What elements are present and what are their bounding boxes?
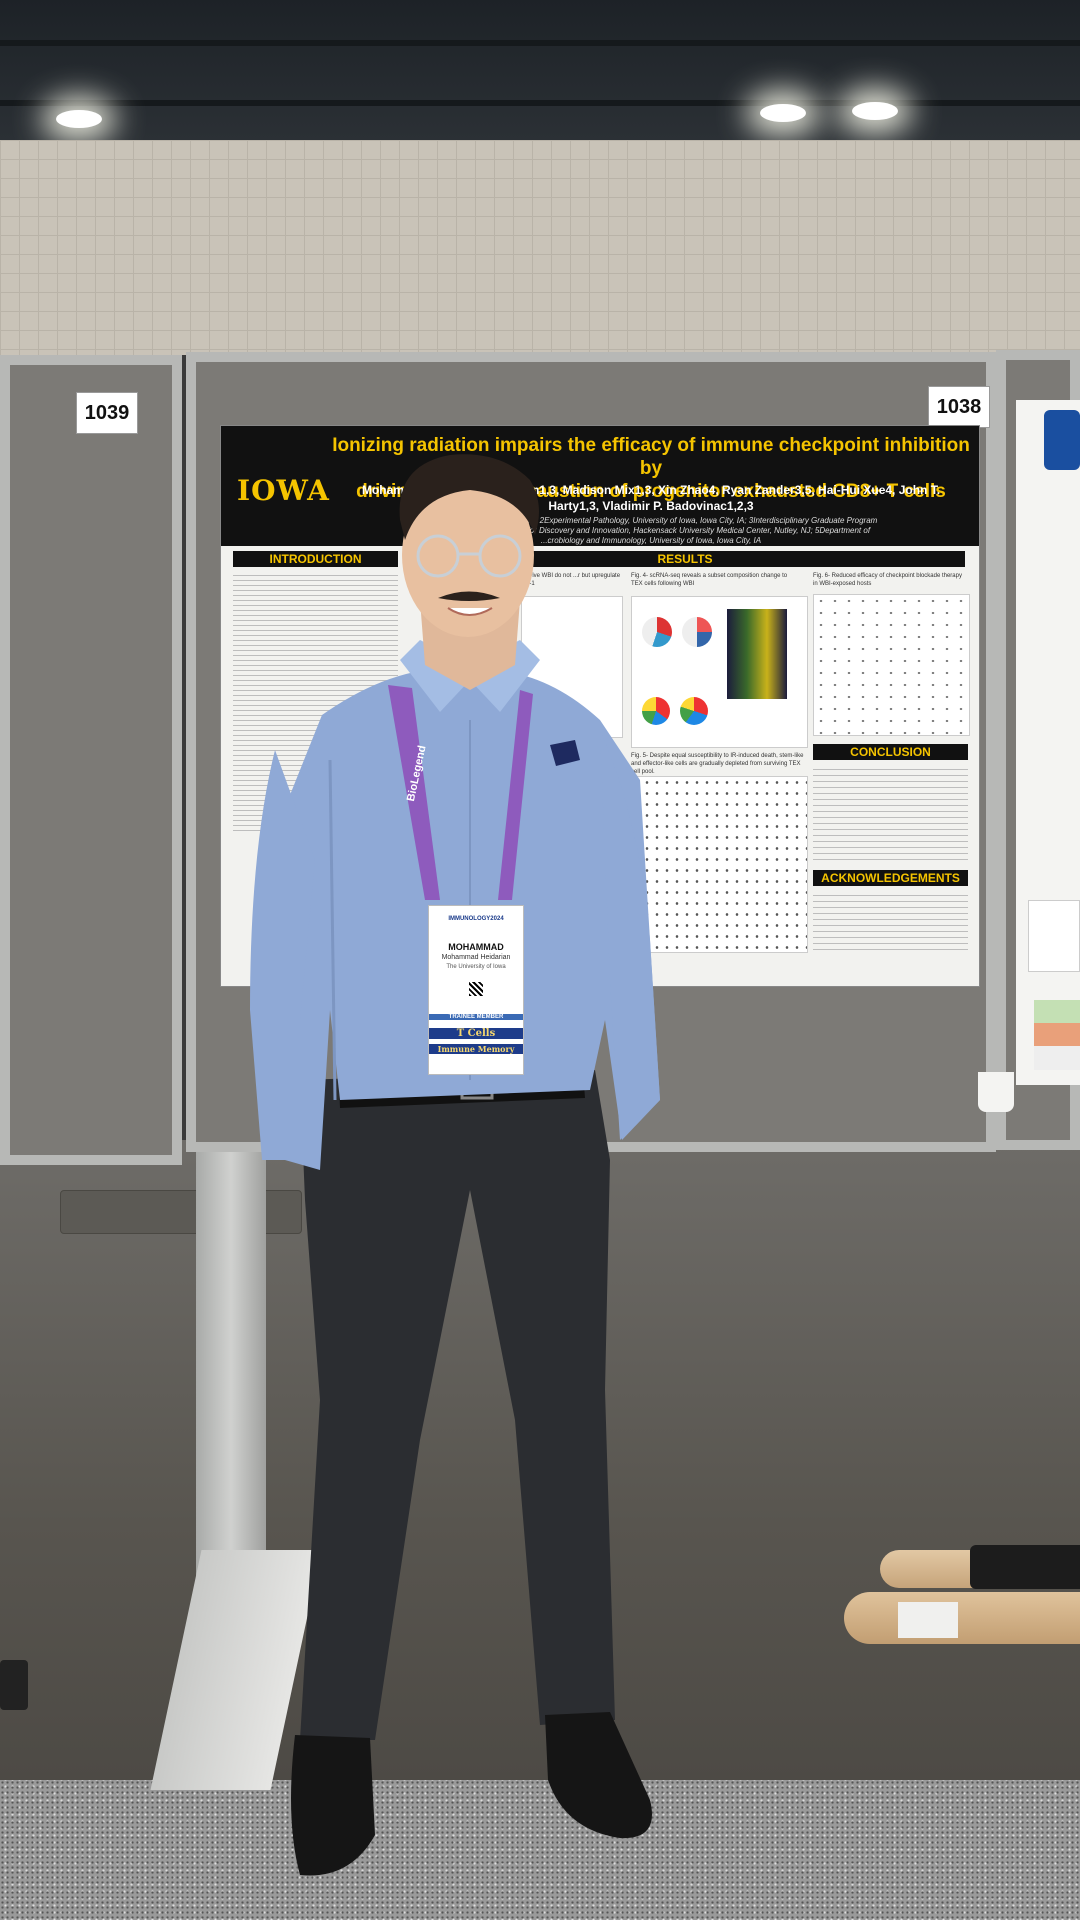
- ceiling-beam: [0, 100, 1080, 106]
- booth-number-left: 1039: [76, 392, 138, 434]
- carpet: [0, 1780, 1080, 1920]
- polo-logo: [550, 740, 580, 766]
- poster-affiliation-line: in Immunology, ... 4Center for Discovery…: [431, 526, 871, 535]
- poster-affiliations: 1Department of ... Iowa City, IA; 2Exper…: [331, 516, 971, 546]
- poster-affiliation-line: 1Department of ... Iowa City, IA; 2Exper…: [424, 516, 878, 525]
- badge-first-name: MOHAMMAD: [448, 942, 504, 952]
- poster-tube: [844, 1592, 1080, 1644]
- floor-device: [0, 1660, 28, 1710]
- figure-panel: [813, 594, 970, 736]
- right-shoe: [545, 1712, 652, 1839]
- tiled-wall: [0, 140, 1080, 355]
- left-shoe: [291, 1735, 375, 1876]
- figure-panel: [631, 596, 808, 748]
- badge-ribbon-top: T Cells: [429, 1028, 523, 1039]
- badge-member-type: TRAINEE MEMBER: [429, 1014, 523, 1020]
- poster-title-line: Ionizing radiation impairs the efficacy …: [332, 435, 970, 479]
- badge-institution: The University of Iowa: [446, 964, 506, 970]
- section-introduction: INTRODUCTION: [233, 551, 398, 567]
- poster-tubes: [840, 1540, 1080, 1650]
- umap-plot: [642, 617, 672, 647]
- section-conclusion: CONCLUSION: [813, 744, 968, 760]
- figure-caption: Fig. 4- scRNA-seq reveals a subset compo…: [631, 573, 788, 587]
- glasses-lens-left: [416, 534, 460, 578]
- poster-logo: IOWA: [237, 474, 330, 507]
- qr-code-icon: [469, 982, 483, 996]
- glasses-lens-right: [478, 534, 522, 578]
- section-results: RESULTS: [405, 551, 965, 567]
- lanyard-right: [498, 690, 533, 900]
- poster-header: IOWA Ionizing radiation impairs the effi…: [221, 426, 979, 546]
- heatmap: [727, 609, 787, 699]
- ceiling-light: [56, 110, 102, 128]
- badge-ribbon-bottom: Immune Memory: [429, 1044, 523, 1054]
- neighbor-poster-logo: [1044, 410, 1080, 470]
- ceiling-light: [852, 102, 898, 120]
- badge-event: IMMUNOLOGY2024: [448, 916, 504, 922]
- mustache: [438, 591, 500, 601]
- figure-panel: [631, 776, 808, 953]
- poster-affiliation-line: ...crobiology and Immunology, University…: [540, 536, 762, 545]
- pie-chart: [642, 697, 670, 725]
- pie-chart: [680, 697, 708, 725]
- acknowledgements-text: [813, 890, 968, 950]
- umap-plot: [682, 617, 712, 647]
- poster-board-left: 1039: [0, 355, 182, 1165]
- shirt-fold: [328, 759, 337, 1101]
- lanyard-left: [388, 685, 440, 900]
- neighbor-poster: [1016, 400, 1080, 1085]
- poster-authors-line: Harty1,3, Vladimir P. Badovinac1,2,3: [548, 499, 754, 513]
- figure-caption: Fig. 5- Despite equal susceptibility to …: [631, 753, 804, 775]
- figure-caption: Fig. 6- Reduced efficacy of checkpoint b…: [813, 573, 962, 587]
- tube-label: [898, 1602, 958, 1638]
- ceiling-beam: [0, 40, 1080, 46]
- pants: [300, 1070, 615, 1740]
- poster-tube-cap: [970, 1545, 1080, 1589]
- section-acknowledgements: ACKNOWLEDGEMENTS: [813, 870, 968, 886]
- right-sleeve: [600, 730, 660, 1140]
- neighbor-poster-table: [1034, 1000, 1080, 1070]
- conclusion-text: [813, 764, 968, 864]
- left-sleeve: [250, 750, 315, 1160]
- ceiling-light: [760, 104, 806, 122]
- ceiling: [0, 0, 1080, 150]
- name-badge: IMMUNOLOGY2024 MOHAMMAD Mohammad Heidari…: [428, 905, 524, 1075]
- hair: [399, 454, 539, 540]
- smile: [447, 607, 493, 616]
- badge-full-name: Mohammad Heidarian: [441, 954, 511, 961]
- paper-cup: [978, 1072, 1014, 1112]
